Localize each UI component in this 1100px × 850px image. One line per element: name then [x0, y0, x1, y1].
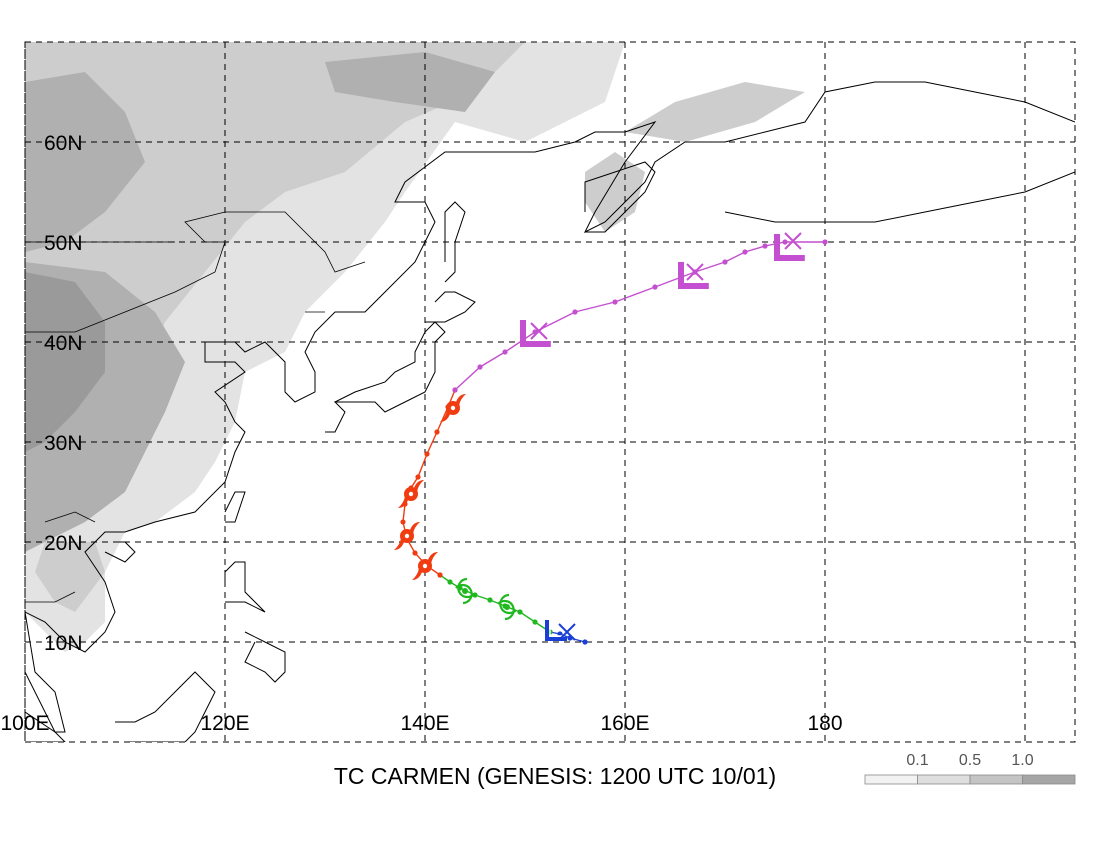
latitude-label: 60N — [44, 132, 83, 155]
latitude-label: 10N — [44, 632, 83, 655]
track-point — [502, 349, 508, 355]
scale-label: 0.1 — [906, 752, 928, 769]
track-point — [652, 284, 658, 290]
longitude-label: 140E — [400, 712, 449, 735]
track-point — [437, 572, 443, 578]
storm-symbol-icon — [497, 593, 517, 621]
track-point — [472, 592, 478, 598]
track-point — [447, 579, 453, 585]
track-point — [822, 239, 828, 245]
typhoon-symbol-icon — [440, 394, 466, 422]
longitude-label: 160E — [600, 712, 649, 735]
axis-tick-labels: 10N 20N 30N 40N 50N 60N 100E 120E 140E 160E 180 — [0, 132, 842, 735]
latitude-label: 30N — [44, 432, 83, 455]
typhoon-symbol-icon — [412, 552, 438, 580]
track-point — [412, 550, 418, 556]
lat-lon-grid — [24, 41, 1076, 743]
low-symbol-icon — [520, 320, 551, 347]
track-point — [762, 243, 768, 249]
storm-track — [394, 232, 828, 645]
longitude-label: 120E — [200, 712, 249, 735]
x-marker-icon — [686, 263, 704, 281]
longitude-label: 180 — [807, 712, 842, 735]
track-point — [487, 597, 493, 603]
track-segment-storm — [437, 572, 553, 635]
track-point — [424, 451, 430, 457]
scale-swatch — [1022, 774, 1076, 785]
track-point — [452, 387, 458, 393]
shading-scale: 0.1 0.5 1.0 — [864, 752, 1076, 785]
track-point — [400, 519, 406, 525]
x-marker-icon — [784, 232, 802, 250]
track-point — [532, 619, 538, 625]
low-symbol-icon — [774, 234, 805, 261]
longitude-label: 100E — [0, 712, 49, 735]
scale-swatch — [969, 774, 1023, 785]
scale-swatch — [864, 774, 918, 785]
track-point — [612, 299, 618, 305]
scale-label: 1.0 — [1011, 752, 1033, 769]
low-symbol-icon — [678, 262, 709, 289]
track-segment-extratropical — [452, 239, 828, 393]
track-point — [434, 429, 440, 435]
typhoon-symbol-icon — [398, 480, 424, 508]
track-point — [572, 309, 578, 315]
track-point — [722, 259, 728, 265]
latitude-label: 50N — [44, 232, 83, 255]
track-point — [582, 639, 588, 645]
storm-symbol-icon — [455, 577, 475, 605]
scale-label: 0.5 — [959, 752, 981, 769]
track-point — [742, 249, 748, 255]
latitude-label: 20N — [44, 532, 83, 555]
latitude-label: 40N — [44, 332, 83, 355]
scale-swatch — [917, 774, 971, 785]
typhoon-symbol-icon — [394, 522, 420, 550]
map-caption: TC CARMEN (GENESIS: 1200 UTC 10/01) — [334, 763, 776, 789]
track-point — [477, 364, 483, 370]
track-point — [415, 474, 421, 480]
track-point — [517, 609, 523, 615]
x-marker-icon — [558, 623, 576, 641]
track-point — [782, 239, 788, 245]
x-marker-icon — [530, 322, 548, 340]
terrain-shading — [25, 42, 805, 652]
